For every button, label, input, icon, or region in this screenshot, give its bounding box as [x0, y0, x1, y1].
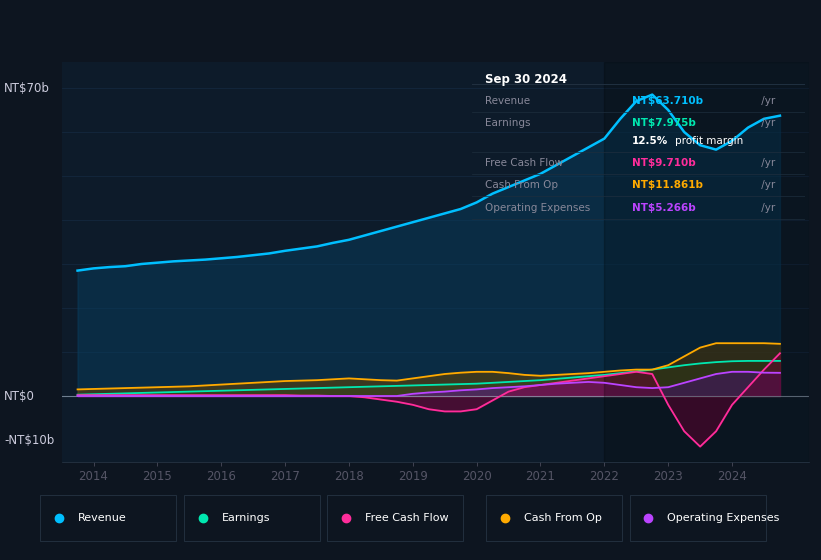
Text: /yr: /yr [758, 96, 775, 106]
Text: Free Cash Flow: Free Cash Flow [485, 158, 563, 168]
Text: Cash From Op: Cash From Op [524, 513, 602, 523]
Text: Free Cash Flow: Free Cash Flow [365, 513, 449, 523]
Text: -NT$10b: -NT$10b [4, 433, 54, 446]
Text: Earnings: Earnings [485, 118, 531, 128]
Bar [604, 62, 809, 462]
Text: 12.5%: 12.5% [631, 136, 668, 146]
Text: NT$63.710b: NT$63.710b [631, 96, 703, 106]
Text: NT$9.710b: NT$9.710b [631, 158, 695, 168]
Text: NT$7.975b: NT$7.975b [631, 118, 695, 128]
Text: Earnings: Earnings [222, 513, 270, 523]
Text: NT$5.266b: NT$5.266b [631, 203, 695, 213]
Text: NT$0: NT$0 [4, 390, 35, 403]
Text: Operating Expenses: Operating Expenses [485, 203, 590, 213]
Text: Revenue: Revenue [485, 96, 530, 106]
Text: /yr: /yr [758, 203, 775, 213]
Text: /yr: /yr [758, 118, 775, 128]
Text: NT$11.861b: NT$11.861b [631, 180, 703, 190]
Text: profit margin: profit margin [675, 136, 743, 146]
Text: /yr: /yr [758, 158, 775, 168]
Text: /yr: /yr [758, 180, 775, 190]
Text: Revenue: Revenue [78, 513, 127, 523]
Text: Operating Expenses: Operating Expenses [667, 513, 780, 523]
Text: Sep 30 2024: Sep 30 2024 [485, 73, 567, 86]
Text: NT$70b: NT$70b [4, 82, 50, 95]
Text: Cash From Op: Cash From Op [485, 180, 558, 190]
